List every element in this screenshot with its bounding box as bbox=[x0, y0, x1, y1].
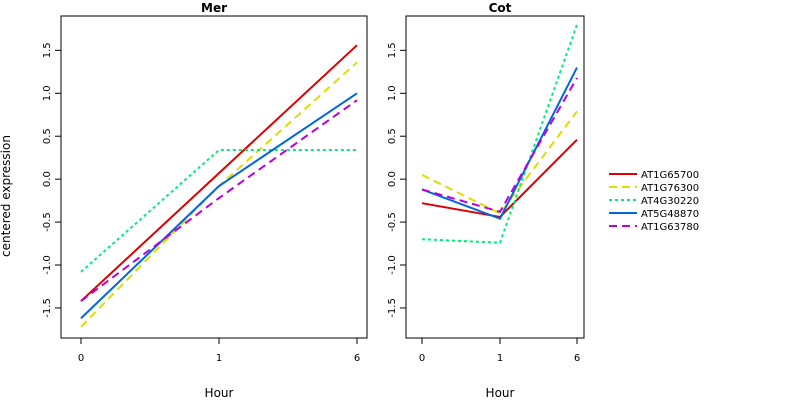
series-lines-cot bbox=[421, 24, 578, 244]
y-tick-label: -1.0 bbox=[42, 255, 53, 275]
y-tick-label: -0.5 bbox=[42, 212, 53, 232]
y-tick-label: 0.5 bbox=[387, 128, 398, 144]
x-axis-cot: 0 1 6 bbox=[419, 338, 580, 364]
legend-label: AT1G76300 bbox=[641, 183, 699, 194]
series-line-at1g65700 bbox=[421, 138, 578, 219]
panel-title-cot: Cot bbox=[489, 1, 512, 15]
legend: AT1G65700 AT1G76300 AT4G30220 AT5G48870 AT1G… bbox=[609, 170, 699, 233]
series-lines-mer bbox=[80, 44, 358, 328]
y-tick-label: 0.0 bbox=[42, 171, 53, 187]
panel-cot: Cot Hour -1.5 -1.0 -0.5 0.0 0.5 1.0 1.5 0 1 6 bbox=[387, 1, 585, 400]
y-tick-label: -1.5 bbox=[387, 298, 398, 318]
series-line-at1g65700 bbox=[80, 44, 358, 302]
y-tick-label: 1.0 bbox=[387, 85, 398, 101]
y-axis-mer: -1.5 -1.0 -0.5 0.0 0.5 1.0 1.5 bbox=[42, 42, 61, 318]
series-line-at4g30220 bbox=[421, 24, 578, 244]
y-axis-title: centered expression bbox=[0, 135, 13, 257]
plot-frame-cot bbox=[405, 15, 585, 339]
series-line-at1g63780 bbox=[421, 77, 578, 213]
plot-frame-mer bbox=[60, 15, 368, 339]
x-tick-label: 6 bbox=[574, 353, 580, 364]
panel-mer: Mer Hour -1.5 -1.0 -0.5 0.0 0.5 1.0 1.5 0 1 6 bbox=[42, 1, 368, 400]
x-tick-label: 1 bbox=[216, 353, 222, 364]
panel-title-mer: Mer bbox=[201, 1, 227, 15]
x-tick-label: 0 bbox=[78, 353, 84, 364]
y-tick-label: -1.5 bbox=[42, 298, 53, 318]
y-tick-label: -1.0 bbox=[387, 255, 398, 275]
y-tick-label: 1.5 bbox=[387, 42, 398, 58]
x-tick-label: 6 bbox=[354, 353, 360, 364]
x-tick-label: 0 bbox=[419, 353, 425, 364]
y-axis-cot: -1.5 -1.0 -0.5 0.0 0.5 1.0 1.5 bbox=[387, 42, 406, 318]
x-tick-label: 1 bbox=[497, 353, 503, 364]
series-line-at5g48870 bbox=[80, 92, 358, 319]
x-axis-mer: 0 1 6 bbox=[78, 338, 360, 364]
x-axis-title-cot: Hour bbox=[486, 386, 515, 400]
y-tick-label: 1.5 bbox=[42, 42, 53, 58]
legend-label: AT1G65700 bbox=[641, 170, 699, 181]
y-tick-label: 0.0 bbox=[387, 171, 398, 187]
legend-label: AT4G30220 bbox=[641, 196, 699, 207]
y-tick-label: 0.5 bbox=[42, 128, 53, 144]
series-line-at1g63780 bbox=[80, 99, 358, 302]
series-line-at1g76300 bbox=[80, 61, 358, 328]
series-line-at5g48870 bbox=[421, 67, 578, 220]
legend-label: AT1G63780 bbox=[641, 222, 699, 233]
series-line-at4g30220 bbox=[80, 148, 357, 273]
y-tick-label: 1.0 bbox=[42, 85, 53, 101]
x-axis-title-mer: Hour bbox=[205, 386, 234, 400]
legend-label: AT5G48870 bbox=[641, 209, 699, 220]
y-tick-label: -0.5 bbox=[387, 212, 398, 232]
series-line-at1g76300 bbox=[421, 110, 578, 215]
